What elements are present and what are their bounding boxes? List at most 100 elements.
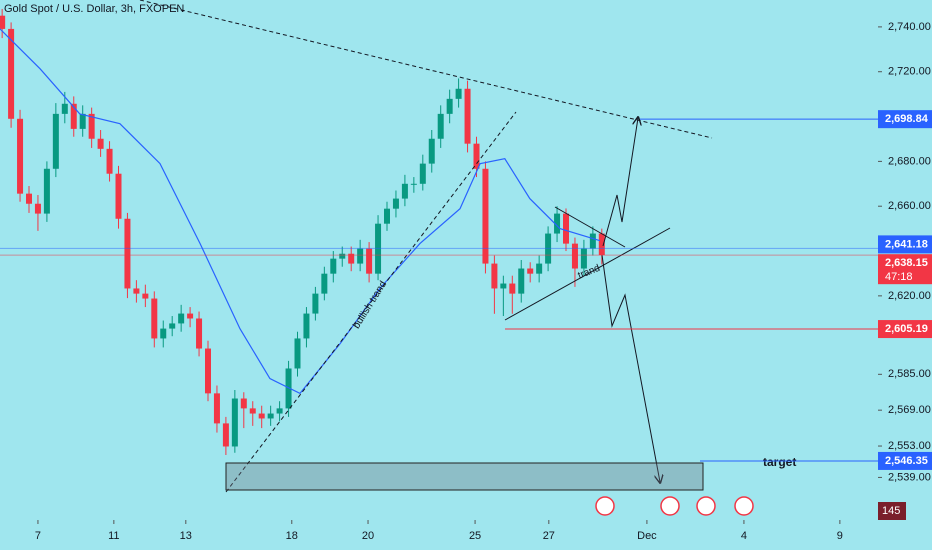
y-tick-label: 2,569.00 — [888, 404, 931, 416]
candle-body — [392, 198, 399, 209]
candle-body — [187, 313, 194, 319]
candle-body — [52, 113, 59, 169]
price-label: 2,641.18 — [885, 238, 928, 250]
candle-body — [464, 88, 471, 144]
candle-body — [88, 113, 95, 139]
candle-body — [25, 193, 32, 204]
candle-body — [240, 398, 247, 409]
candle-body — [222, 423, 229, 447]
candle-body — [196, 318, 203, 349]
candle-body — [8, 28, 15, 119]
y-tick-label: 2,680.00 — [888, 155, 931, 167]
candle-body — [276, 408, 283, 414]
candle-body — [34, 203, 41, 214]
candle-body — [384, 208, 391, 224]
x-tick-label: 7 — [35, 530, 41, 542]
price-label-box — [878, 235, 932, 254]
candle-body — [473, 143, 480, 169]
price-label: 2,605.19 — [885, 323, 928, 335]
event-icon[interactable] — [660, 496, 680, 516]
x-tick-label: Dec — [637, 530, 657, 542]
candle-body — [79, 113, 86, 129]
volume-label-box — [878, 502, 906, 520]
event-icon[interactable] — [696, 496, 716, 516]
candle-body — [348, 253, 355, 264]
candle-body — [267, 413, 274, 419]
candle-body — [563, 213, 570, 244]
candle-body — [598, 233, 605, 256]
y-tick-label: 2,539.00 — [888, 471, 931, 483]
candle-body — [106, 148, 113, 174]
y-tick-label: 2,740.00 — [888, 21, 931, 33]
candle-body — [160, 328, 167, 339]
y-tick-label: 2,585.00 — [888, 368, 931, 380]
x-tick-label: 18 — [286, 530, 298, 542]
x-tick-label: 20 — [362, 530, 374, 542]
candle-body — [536, 263, 543, 274]
candle-body — [518, 268, 525, 294]
candle-body — [178, 313, 185, 324]
candle-body — [61, 103, 68, 114]
price-label: 2,546.35 — [885, 455, 928, 467]
candle-body — [446, 98, 453, 114]
candle-body — [133, 288, 140, 294]
down-arrow — [601, 254, 660, 482]
x-tick-label: 27 — [543, 530, 555, 542]
y-tick-label: 2,620.00 — [888, 290, 931, 302]
candle-body — [115, 173, 122, 219]
candle-body — [500, 283, 507, 289]
x-tick-label: 25 — [469, 530, 481, 542]
candle-body — [169, 323, 176, 329]
candle-body — [509, 283, 516, 294]
candle-body — [437, 113, 444, 139]
candle-body — [70, 103, 77, 129]
candle-body — [330, 258, 337, 274]
candle-body — [43, 168, 50, 214]
candle-body — [17, 118, 24, 194]
candle-body — [571, 243, 578, 269]
x-tick-label: 4 — [741, 530, 747, 542]
countdown: 47:18 — [885, 271, 913, 283]
trend-label: trand — [576, 263, 601, 282]
candle-body — [151, 298, 158, 339]
candle-body — [142, 293, 149, 299]
candle-body — [554, 213, 561, 234]
candle-body — [366, 248, 373, 274]
candle-body — [482, 168, 489, 264]
price-label-box — [878, 254, 932, 285]
candle-body — [213, 393, 220, 424]
candle-body — [294, 338, 301, 369]
volume-label: 145 — [882, 505, 900, 517]
candle-body — [303, 313, 310, 339]
price-label: 2,698.84 — [885, 113, 929, 125]
candle-body — [491, 263, 498, 289]
x-tick-label: 13 — [180, 530, 192, 542]
price-label-box — [878, 110, 932, 129]
event-icon[interactable] — [734, 496, 754, 516]
candle-body — [339, 253, 346, 259]
triangle-upper — [554, 206, 626, 248]
triangle-lower — [504, 227, 671, 321]
candle-body — [204, 348, 211, 394]
candle-body — [312, 293, 319, 314]
y-tick-label: 2,553.00 — [888, 440, 931, 452]
price-label-box — [878, 451, 932, 470]
candle-body — [357, 248, 364, 264]
chart-title: Gold Spot / U.S. Dollar, 3h, FXOPEN — [4, 3, 184, 15]
candle-body — [0, 15, 6, 29]
candle-body — [527, 268, 534, 274]
up-arrow — [602, 118, 638, 247]
candle-body — [321, 273, 328, 294]
candle-body — [455, 88, 462, 99]
y-tick-label: 2,660.00 — [888, 200, 931, 212]
x-tick-label: 9 — [837, 530, 843, 542]
bullish-label: bullish trand — [351, 279, 389, 331]
candle-body — [580, 248, 587, 269]
candle-body — [97, 138, 104, 149]
candle-body — [401, 183, 408, 199]
candle-body — [258, 413, 265, 419]
candle-body — [419, 163, 426, 184]
event-icon[interactable] — [595, 496, 615, 516]
y-tick-label: 2,720.00 — [888, 66, 931, 78]
